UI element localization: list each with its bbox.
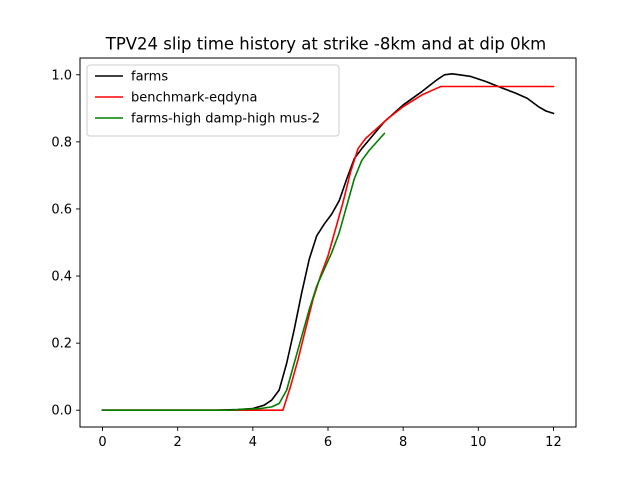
y-tick-label: 0.2: [51, 337, 72, 352]
y-tick-label: 0.8: [51, 135, 72, 150]
x-axis: 0 2 4 6 8 10 12: [98, 427, 562, 450]
x-tick-label: 12: [545, 435, 562, 450]
x-tick-label: 2: [174, 435, 182, 450]
legend-label: benchmark-eqdyna: [131, 91, 257, 106]
y-tick-label: 0.6: [51, 202, 72, 217]
series-line-1: [101, 72, 555, 412]
x-tick-label: 8: [399, 435, 407, 450]
plot-lines: [101, 72, 555, 412]
series-line-3: [101, 132, 386, 412]
x-tick-label: 0: [98, 435, 106, 450]
chart-title: TPV24 slip time history at strike -8km a…: [105, 35, 547, 54]
legend-label: farms-high damp-high mus-2: [131, 112, 320, 127]
y-tick-label: 0.0: [51, 404, 72, 419]
legend-box: [86, 64, 340, 137]
x-tick-label: 10: [470, 435, 487, 450]
series-line-2: [101, 85, 555, 412]
x-tick-label: 6: [324, 435, 332, 450]
legend-label: farms: [131, 70, 168, 85]
y-axis: 0.0 0.2 0.4 0.6 0.8 1.0: [51, 68, 80, 419]
y-tick-label: 1.0: [51, 68, 72, 83]
x-tick-label: 4: [249, 435, 257, 450]
y-tick-label: 0.4: [51, 270, 72, 285]
legend: farms benchmark-eqdyna farms-high damp-hig…: [86, 64, 340, 137]
